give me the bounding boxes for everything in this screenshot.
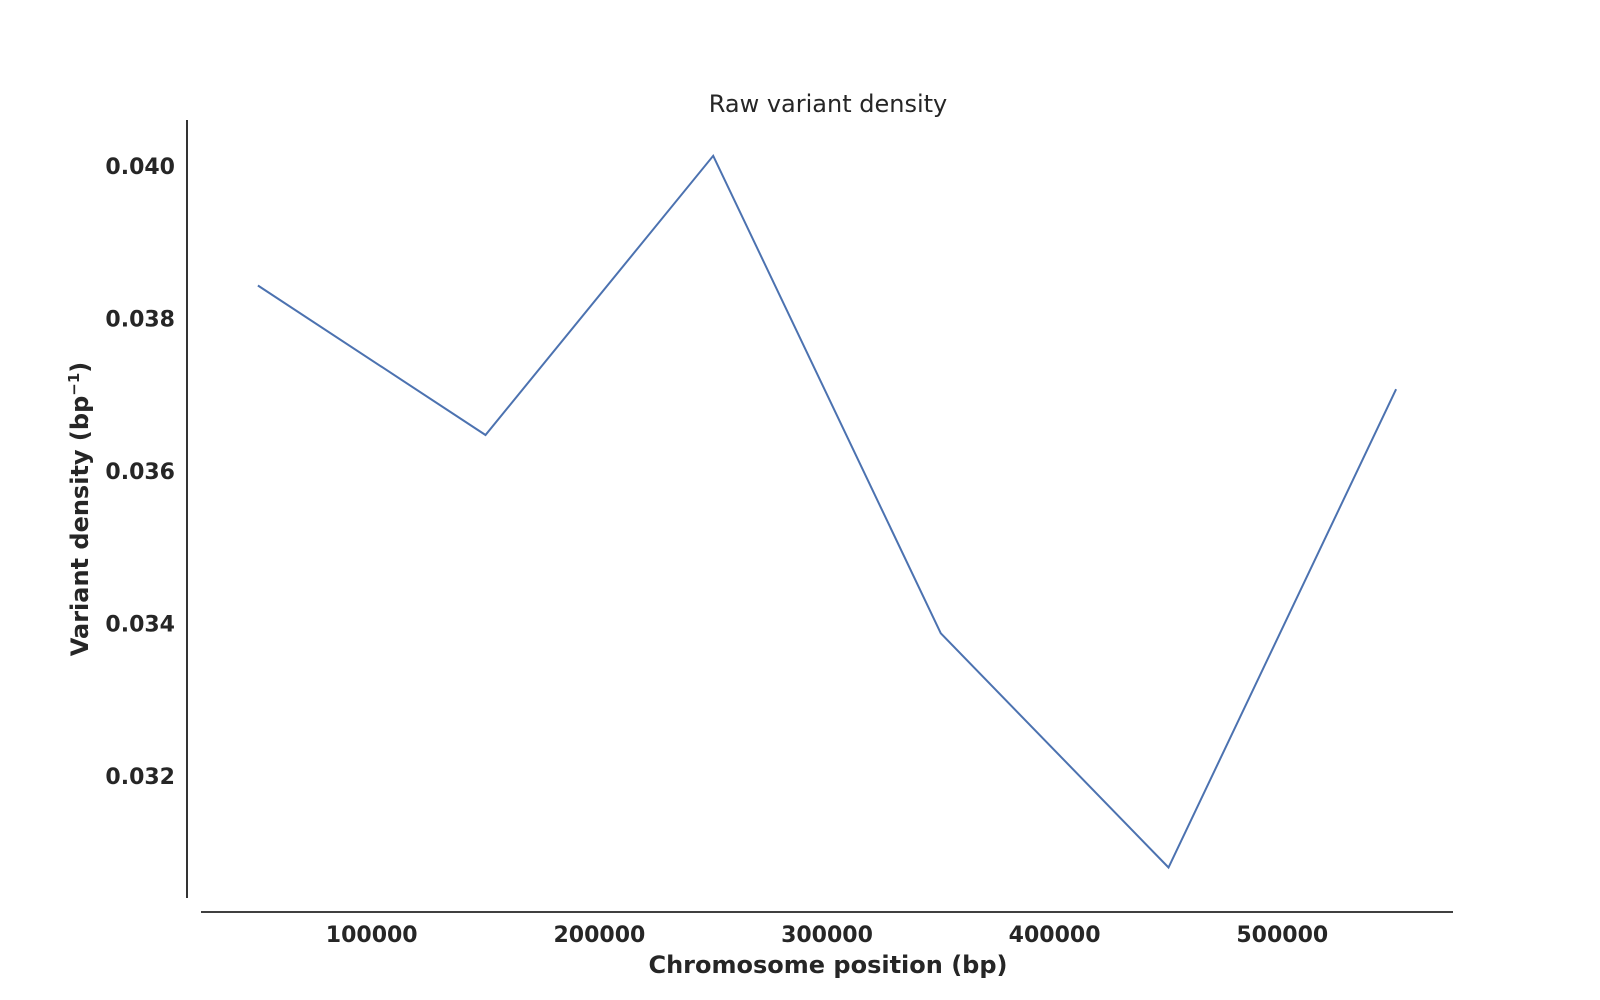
y-tick-label: 0.034 (105, 612, 175, 637)
x-tick-labels: 100000 200000 300000 400000 500000 (326, 923, 1328, 948)
x-tick-label: 300000 (781, 923, 873, 948)
x-tick-label: 100000 (326, 923, 418, 948)
chart-title: Raw variant density (709, 90, 948, 118)
y-axis-label: Variant density (bp−1) (65, 362, 94, 656)
y-tick-labels: 0.032 0.034 0.036 0.038 0.040 (105, 155, 175, 790)
y-tick-label: 0.036 (105, 460, 175, 485)
y-axis-label-close: ) (66, 362, 94, 373)
x-axis-label: Chromosome position (bp) (648, 951, 1007, 979)
y-tick-label: 0.032 (105, 765, 175, 790)
x-tick-label: 200000 (553, 923, 645, 948)
series-line (257, 153, 1398, 870)
x-tick-label: 400000 (1009, 923, 1101, 948)
x-tick-label: 500000 (1236, 923, 1328, 948)
y-tick-label: 0.038 (105, 307, 175, 332)
y-axis-label-superscript: −1 (65, 373, 83, 396)
y-tick-label: 0.040 (105, 155, 175, 180)
y-axis-label-main: Variant density (bp (66, 396, 94, 656)
